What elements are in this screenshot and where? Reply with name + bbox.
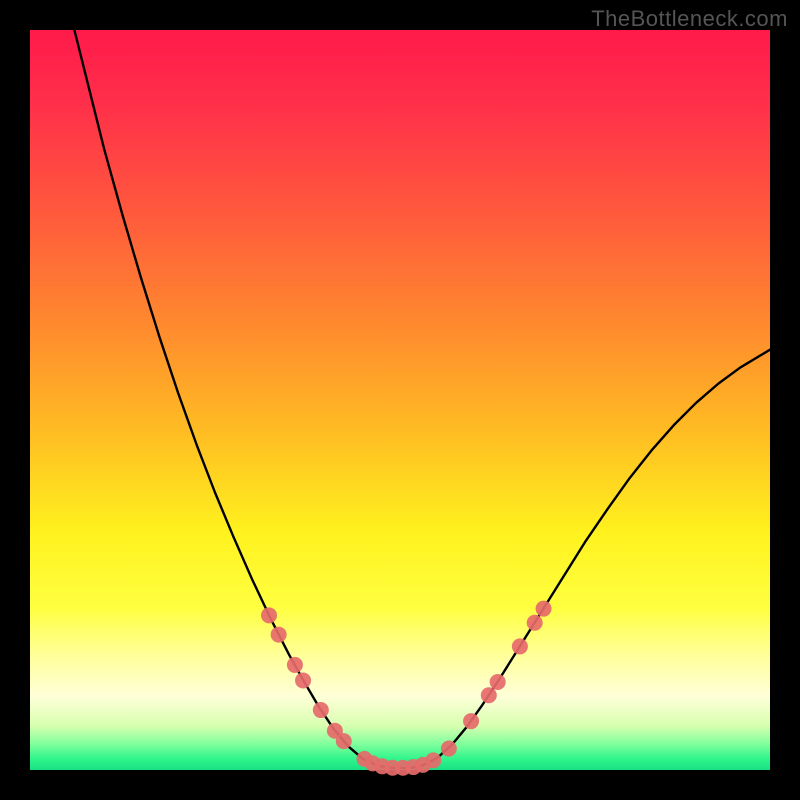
curve-marker — [336, 733, 352, 749]
curve-marker — [313, 702, 329, 718]
curve-marker — [441, 741, 457, 757]
curve-marker — [463, 713, 479, 729]
plot-area — [30, 30, 770, 770]
curve-marker — [512, 638, 528, 654]
curve-marker — [295, 672, 311, 688]
curve-marker — [490, 674, 506, 690]
chart-stage: TheBottleneck.com — [0, 0, 800, 800]
watermark-text: TheBottleneck.com — [591, 6, 788, 32]
curve-marker — [287, 657, 303, 673]
curve-marker — [271, 627, 287, 643]
curve-marker — [481, 687, 497, 703]
curve-marker — [261, 607, 277, 623]
curve-marker — [425, 752, 441, 768]
bottleneck-chart — [0, 0, 800, 800]
curve-marker — [536, 601, 552, 617]
curve-marker — [527, 615, 543, 631]
